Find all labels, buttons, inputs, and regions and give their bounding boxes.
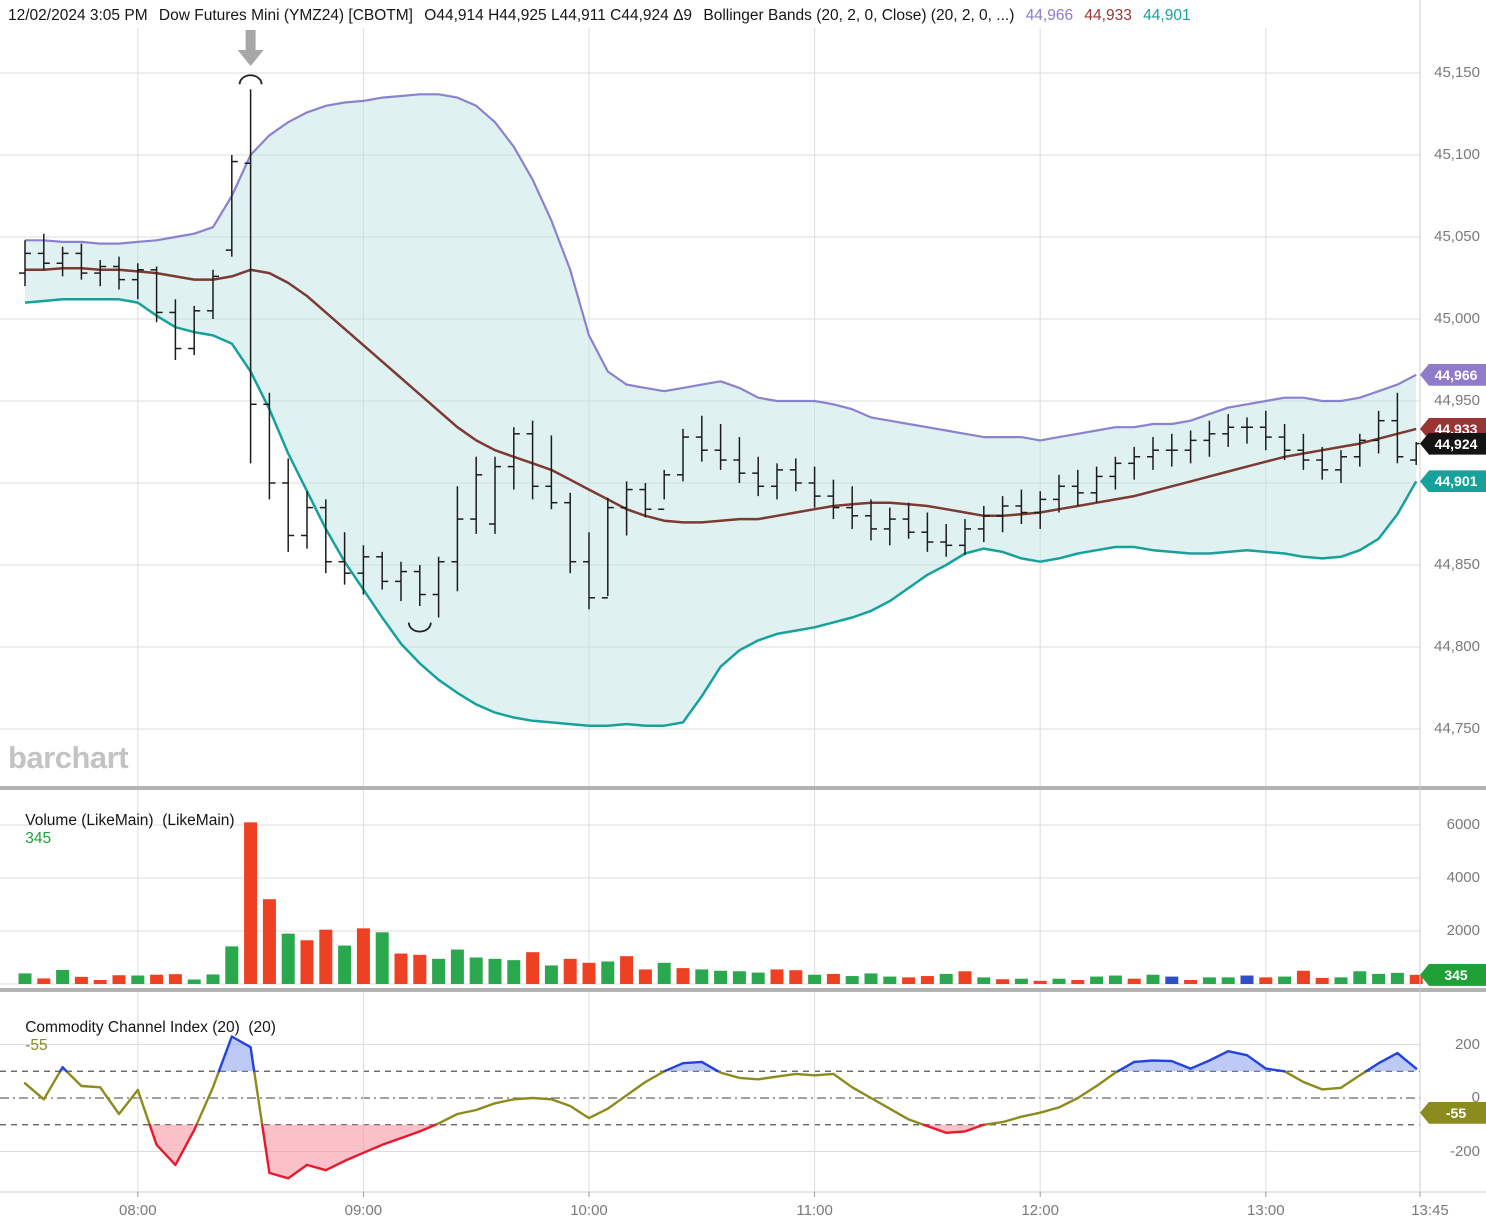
time-axis-label: 10:00: [570, 1202, 608, 1219]
price-axis-label: 44,950: [1434, 392, 1480, 409]
volume-current-value: 345: [25, 830, 52, 847]
header-bb-middle-value: 44,933: [1084, 7, 1132, 24]
header-ohlc-summary: O44,914 H44,925 L44,911 C44,924 Δ9: [424, 7, 693, 24]
price-axis-label: 45,100: [1434, 146, 1480, 163]
price-axis-label: 45,050: [1434, 228, 1480, 245]
volume-title-text: Volume (LikeMain) (LikeMain): [25, 812, 235, 829]
price-axis-badge: 44,901: [1420, 470, 1486, 493]
price-axis-label: 45,150: [1434, 64, 1480, 81]
volume-axis-badge: 345: [1420, 963, 1486, 986]
price-axis-badge: 44,924: [1420, 432, 1486, 455]
header-datetime: 12/02/2024 3:05 PM: [8, 7, 148, 24]
cci-axis-label: 0: [1471, 1089, 1480, 1106]
header-study-label: Bollinger Bands (20, 2, 0, Close) (20, 2…: [703, 7, 1015, 24]
time-axis-label: 08:00: [119, 1202, 157, 1219]
cci-title-text: Commodity Channel Index (20) (20): [25, 1019, 276, 1036]
time-axis-label: 13:45: [1411, 1202, 1449, 1219]
chart-header: 12/02/2024 3:05 PM Dow Futures Mini (YMZ…: [8, 7, 1198, 25]
cci-axis-label: 200: [1454, 1035, 1480, 1053]
time-axis-label: 12:00: [1021, 1202, 1059, 1219]
price-axis-label: 44,750: [1434, 720, 1480, 737]
price-axis-label: 45,000: [1434, 310, 1480, 327]
time-axis-label: 13:00: [1247, 1202, 1285, 1219]
barchart-logo: barchart: [8, 740, 129, 775]
cci-panel-title: Commodity Channel Index (20) (20) -55: [8, 1001, 281, 1073]
cci-axis-label: -200: [1449, 1142, 1480, 1160]
time-axis-label: 09:00: [344, 1202, 383, 1219]
down-arrow-annotation: [237, 30, 264, 66]
time-axis-label: 11:00: [796, 1202, 833, 1219]
price-axis-label: 44,850: [1434, 556, 1480, 573]
price-axis-label: 44,800: [1434, 638, 1480, 655]
volume-axis-label: 6000: [1446, 816, 1480, 833]
cci-current-value: -55: [25, 1037, 48, 1054]
volume-axis-label: 2000: [1446, 922, 1480, 939]
cci-axis-badge: -55: [1420, 1101, 1486, 1124]
header-bb-upper-value: 44,966: [1025, 7, 1074, 24]
volume-panel-title: Volume (LikeMain) (LikeMain) 345: [8, 794, 240, 866]
header-symbol-title: Dow Futures Mini (YMZ24) [CBOTM]: [158, 7, 413, 24]
volume-axis-label: 4000: [1446, 869, 1480, 886]
price-axis-badge: 44,966: [1420, 363, 1486, 386]
header-bb-lower-value: 44,901: [1143, 7, 1191, 24]
